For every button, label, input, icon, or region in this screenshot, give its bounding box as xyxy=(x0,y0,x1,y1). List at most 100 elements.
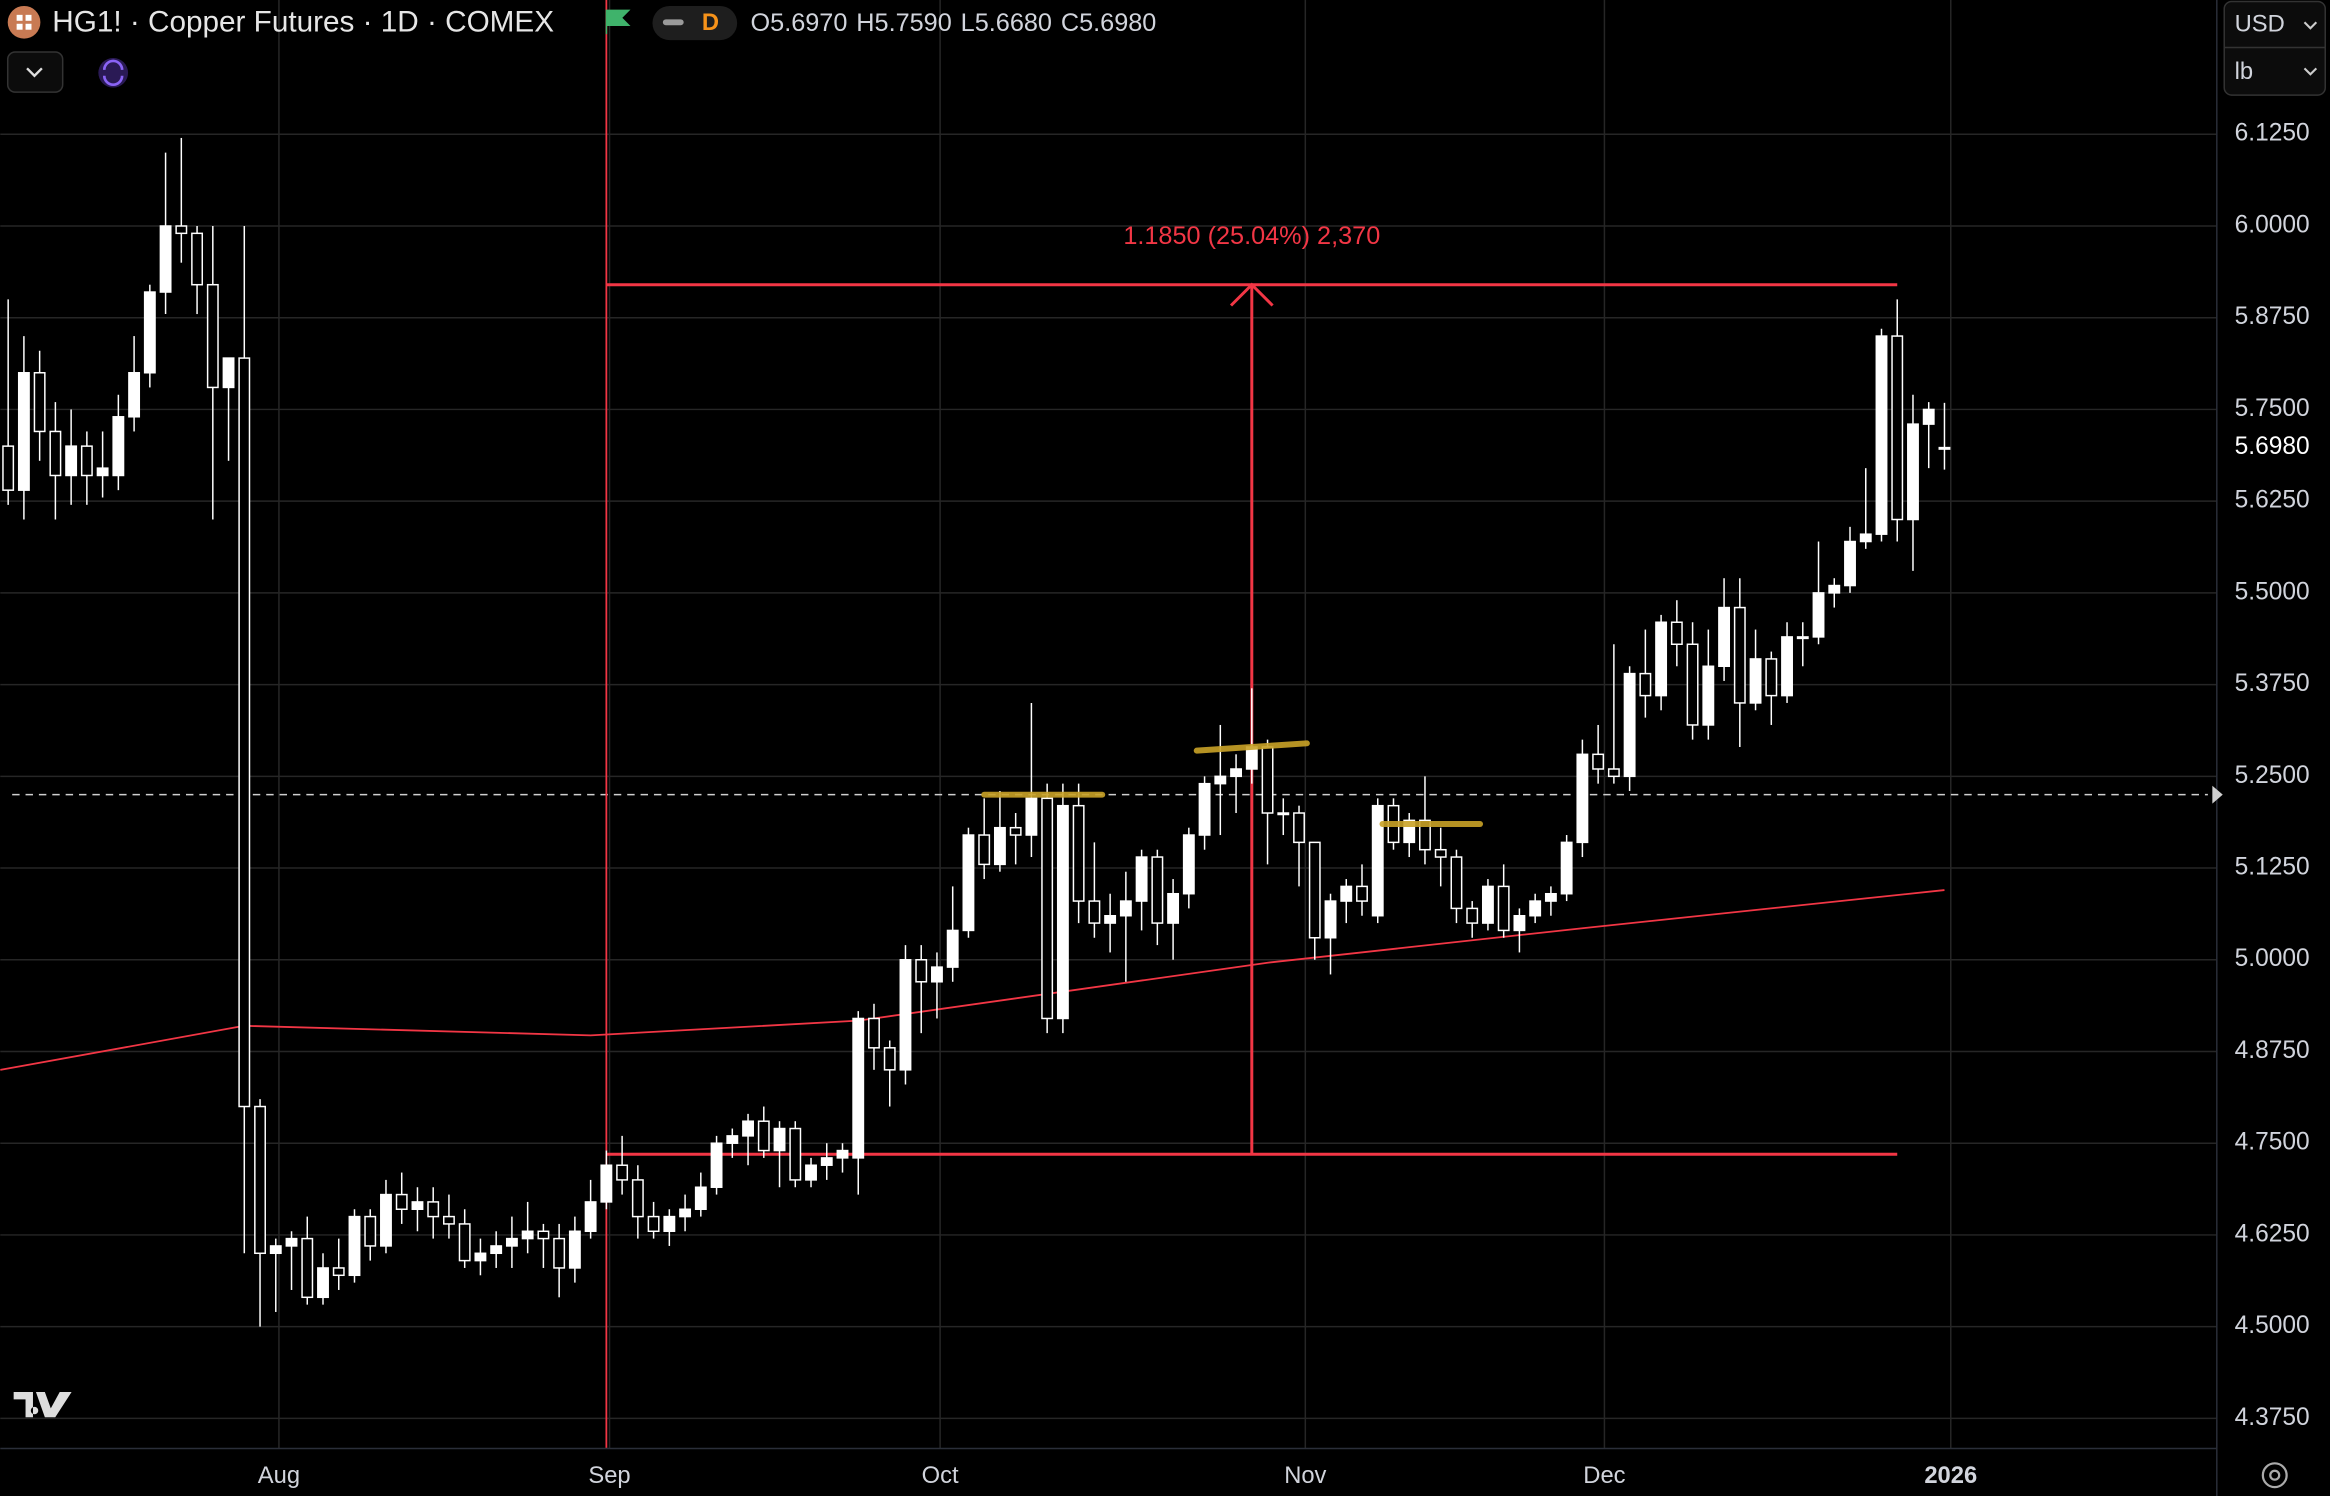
x-tick-label: 2026 xyxy=(1924,1462,1977,1489)
candle-body xyxy=(33,372,46,433)
candle-body xyxy=(254,1105,266,1255)
candle-body xyxy=(946,929,959,968)
logo[interactable] xyxy=(13,1392,72,1418)
collapse-button[interactable] xyxy=(6,51,64,93)
ohlc-high: H5.7590 xyxy=(856,8,951,36)
symbol-title[interactable]: HG1! · Copper Futures · 1D · COMEX xyxy=(52,6,554,39)
candle-body xyxy=(1529,900,1542,917)
candle-body xyxy=(348,1215,361,1277)
candle-body xyxy=(2,445,15,491)
candle-body xyxy=(1513,915,1526,932)
flag-icon[interactable] xyxy=(605,9,631,35)
candle-body xyxy=(1670,621,1683,645)
candle-body xyxy=(1198,782,1211,836)
candle-body xyxy=(206,283,219,389)
candle-body xyxy=(993,826,1006,866)
candle-body xyxy=(820,1157,833,1166)
y-tick-label: 6.1250 xyxy=(2235,120,2310,147)
level-line xyxy=(1193,740,1310,754)
candle-body xyxy=(1403,819,1416,844)
candle-body xyxy=(757,1120,770,1152)
candle-body xyxy=(143,291,156,374)
y-tick-label: 4.6250 xyxy=(2235,1220,2310,1247)
candle-body xyxy=(1009,826,1022,836)
status-pill[interactable] xyxy=(652,5,738,41)
plot xyxy=(0,0,2208,1449)
candle-body xyxy=(1324,900,1337,939)
candle-body xyxy=(1434,848,1447,858)
candle-body xyxy=(1623,672,1636,778)
candle-body xyxy=(1230,768,1243,778)
measure-arrow-head xyxy=(1229,282,1274,307)
ohlc-open: O5.6970 xyxy=(751,8,848,36)
candle-body xyxy=(616,1164,629,1181)
interval-badge: D xyxy=(702,9,719,36)
price-line-marker xyxy=(2212,785,2223,804)
candle-body xyxy=(915,959,928,983)
candle-body xyxy=(663,1215,676,1233)
candle-body xyxy=(1828,584,1841,594)
candle-body xyxy=(521,1230,534,1240)
candle-body xyxy=(1859,533,1872,543)
candle-body xyxy=(505,1237,518,1247)
sync-button[interactable] xyxy=(98,57,129,88)
candle-body xyxy=(112,416,125,477)
candle-body xyxy=(80,445,93,477)
candle-body xyxy=(710,1142,723,1188)
candle-body xyxy=(742,1120,754,1137)
y-tick-label: 5.8750 xyxy=(2235,303,2310,330)
y-tick-label: 4.3750 xyxy=(2235,1404,2310,1431)
candle-body xyxy=(380,1193,392,1247)
y-tick-label: 5.1250 xyxy=(2235,854,2310,881)
candle-body xyxy=(49,430,62,477)
candle-body xyxy=(1371,804,1384,917)
candle-body xyxy=(726,1135,739,1144)
ohlc-values: O5.6970 H5.7590 L5.6680 C5.6980 xyxy=(751,8,1157,36)
candle-body xyxy=(458,1223,471,1262)
candle-body xyxy=(694,1186,707,1210)
candle-body xyxy=(1466,907,1479,924)
candle-body xyxy=(332,1267,345,1277)
candle-body xyxy=(191,232,204,286)
y-tick-label: 5.7500 xyxy=(2235,395,2310,422)
candle-body xyxy=(175,225,188,235)
candle-body xyxy=(1749,658,1762,704)
candle-body xyxy=(474,1252,487,1262)
chevron xyxy=(2303,21,2318,76)
candle-body xyxy=(1686,643,1699,726)
last-price-label: 5.6980 xyxy=(2235,433,2310,460)
candle-body xyxy=(411,1201,424,1210)
x-tick-label: Nov xyxy=(1284,1462,1326,1489)
candle-body xyxy=(238,357,251,1108)
candle-body xyxy=(1450,856,1463,910)
candle-body xyxy=(1261,746,1274,814)
y-tick-label: 5.0000 xyxy=(2235,945,2310,972)
x-tick-label: Sep xyxy=(588,1462,630,1489)
candle-body xyxy=(1702,665,1715,726)
settings-icon[interactable] xyxy=(2261,1462,2288,1489)
chevron xyxy=(26,67,43,78)
candle-body xyxy=(1592,753,1605,770)
measure-label: 1.1850 (25.04%) 2,370 xyxy=(1123,222,1380,250)
unit-selector: USD lb xyxy=(2223,0,2326,96)
x-tick-label: Aug xyxy=(258,1462,300,1489)
candle-body xyxy=(647,1215,660,1233)
candle-body xyxy=(1356,885,1368,902)
candle-body xyxy=(285,1237,298,1247)
currency[interactable]: USD xyxy=(2235,11,2285,38)
candle-body xyxy=(1639,672,1652,697)
candle-body xyxy=(1576,753,1589,844)
unit[interactable]: lb xyxy=(2235,58,2254,85)
candle-body xyxy=(1167,892,1180,924)
candle-body xyxy=(96,467,109,477)
candle-body xyxy=(1041,797,1054,1020)
candle-body xyxy=(1781,636,1793,697)
symbol-icon-part xyxy=(16,14,23,21)
candle-body xyxy=(1875,335,1888,535)
candle-body xyxy=(1151,856,1164,924)
candle-body xyxy=(1733,606,1746,704)
y-tick-label: 5.5000 xyxy=(2235,578,2310,605)
symbol-icon-part xyxy=(25,14,32,21)
candle-body xyxy=(427,1201,440,1218)
